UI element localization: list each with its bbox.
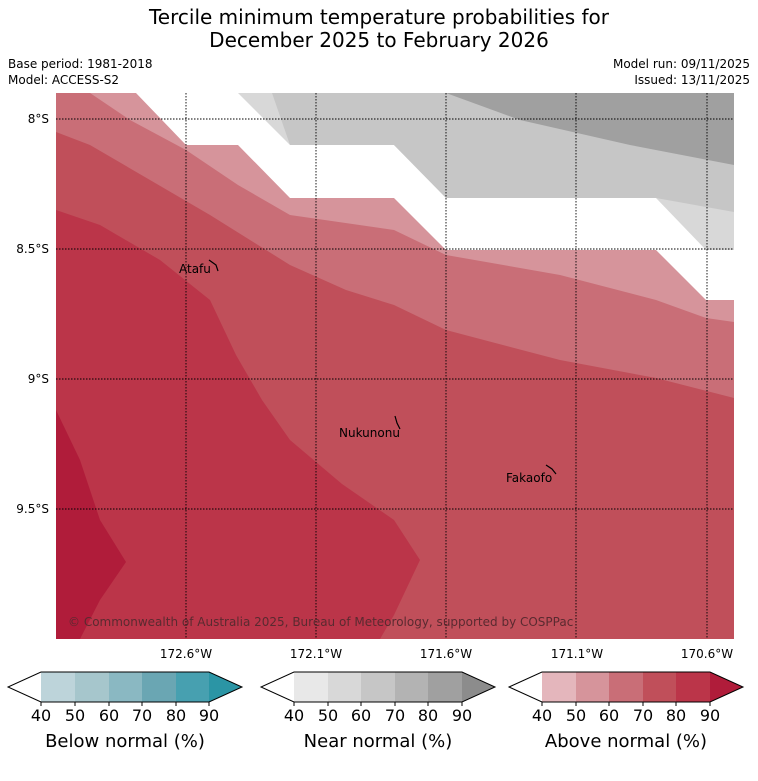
cb-near-under-arrow <box>261 672 294 702</box>
graticule <box>56 93 734 639</box>
model-run-date: Model run: 09/11/2025 <box>612 57 750 71</box>
above-normal-70-region <box>56 210 420 639</box>
cb-near-tick-80: 80 <box>418 706 438 725</box>
map-title-line1: Tercile minimum temperature probabilitie… <box>148 5 610 29</box>
cb-near-over-arrow <box>462 672 495 702</box>
cb-near-tick-40: 40 <box>284 706 304 725</box>
issued-date: Issued: 13/11/2025 <box>634 73 750 87</box>
cb-near-tick-70: 70 <box>385 706 405 725</box>
base-period: Base period: 1981-2018 <box>8 57 153 71</box>
latitude-labels: 8°S 8.5°S 9°S 9.5°S <box>16 112 49 516</box>
cb-below-swatch-40 <box>41 672 75 702</box>
lat-label-9s: 9°S <box>28 372 49 386</box>
cb-above-over-arrow <box>710 672 743 702</box>
cb-above-under-arrow <box>509 672 542 702</box>
cb-near-tick-60: 60 <box>351 706 371 725</box>
cb-near-swatch-80 <box>428 672 462 702</box>
cb-below-tick-90: 90 <box>199 706 219 725</box>
place-label-atafu: Atafu <box>179 262 211 276</box>
lon-label-171-6w: 171.6°W <box>420 647 472 661</box>
atafu-atoll <box>208 259 219 272</box>
map-title-line2: December 2025 to February 2026 <box>209 28 549 52</box>
lat-label-8-5s: 8.5°S <box>16 242 49 256</box>
place-label-nukunonu: Nukunonu <box>339 426 400 440</box>
cb-near-swatch-70 <box>395 672 428 702</box>
colorbar-below-normal: 40 50 60 70 80 90 Below normal (%) <box>6 671 244 752</box>
cb-above-label: Above normal (%) <box>545 731 707 752</box>
cb-above-swatch-60 <box>609 672 643 702</box>
cb-near-swatch-60 <box>361 672 395 702</box>
copyright-notice: © Commonwealth of Australia 2025, Bureau… <box>68 615 573 629</box>
above-normal-80-region <box>56 410 126 639</box>
cb-below-tick-80: 80 <box>166 706 186 725</box>
cb-below-tick-50: 50 <box>65 706 85 725</box>
cb-above-tick-60: 60 <box>599 706 619 725</box>
cb-below-label: Below normal (%) <box>45 731 205 752</box>
atoll-outlines <box>208 259 557 475</box>
cb-near-swatch-50 <box>328 672 361 702</box>
colorbar-above-normal: 40 50 60 70 80 90 Above normal (%) <box>507 671 745 752</box>
cb-above-tick-40: 40 <box>532 706 552 725</box>
lat-label-9-5s: 9.5°S <box>16 502 49 516</box>
cb-below-tick-60: 60 <box>99 706 119 725</box>
cb-near-tick-90: 90 <box>452 706 472 725</box>
lat-label-8s: 8°S <box>28 112 49 126</box>
cb-above-swatch-40 <box>542 672 576 702</box>
cb-below-swatch-80 <box>176 672 209 702</box>
cb-below-swatch-50 <box>75 672 109 702</box>
lon-label-172-1w: 172.1°W <box>290 647 342 661</box>
cb-below-over-arrow <box>209 672 242 702</box>
colorbar-near-normal: 40 50 60 70 80 90 Near normal (%) <box>259 671 497 752</box>
cb-above-tick-70: 70 <box>633 706 653 725</box>
cb-near-tick-50: 50 <box>318 706 338 725</box>
cb-above-tick-80: 80 <box>666 706 686 725</box>
place-label-fakaofo: Fakaofo <box>506 471 552 485</box>
cb-below-tick-40: 40 <box>31 706 51 725</box>
cb-near-swatch-40 <box>294 672 328 702</box>
cb-above-tick-50: 50 <box>566 706 586 725</box>
cb-below-swatch-60 <box>109 672 142 702</box>
cb-near-label: Near normal (%) <box>304 731 453 752</box>
cb-above-swatch-70 <box>643 672 676 702</box>
longitude-labels: 172.6°W 172.1°W 171.6°W 171.1°W 170.6°W <box>160 647 733 661</box>
probability-map: Atafu Nukunonu Fakaofo © Commonwealth of… <box>56 93 734 639</box>
nukunonu-atoll <box>394 415 401 430</box>
cb-above-swatch-50 <box>576 672 609 702</box>
lon-label-170-6w: 170.6°W <box>681 647 733 661</box>
cb-above-swatch-80 <box>676 672 710 702</box>
lon-label-172-6w: 172.6°W <box>160 647 212 661</box>
model-name: Model: ACCESS-S2 <box>8 73 120 87</box>
cb-below-under-arrow <box>8 672 41 702</box>
cb-above-tick-90: 90 <box>700 706 720 725</box>
cb-below-tick-70: 70 <box>132 706 152 725</box>
cb-below-swatch-70 <box>142 672 176 702</box>
lon-label-171-1w: 171.1°W <box>551 647 603 661</box>
near-normal-60-region <box>446 93 734 165</box>
fakaofo-atoll <box>545 464 557 475</box>
